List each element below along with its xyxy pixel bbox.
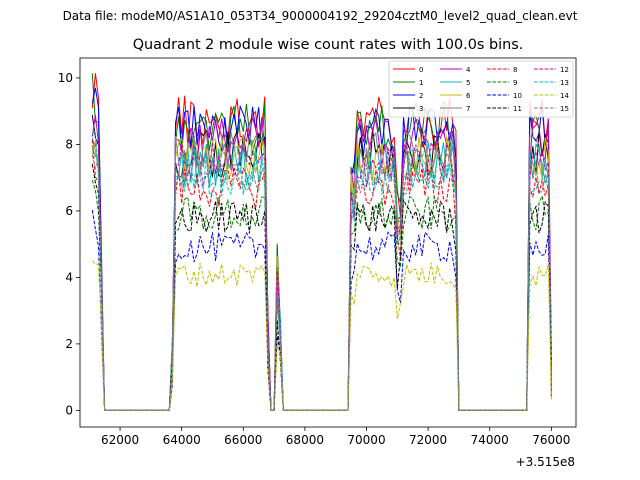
legend-label-11: 11: [513, 105, 522, 113]
y-tick-label: 4: [65, 270, 73, 284]
x-tick-label: 76000: [532, 433, 570, 447]
x-tick-label: 74000: [471, 433, 509, 447]
axes-frame: [79, 57, 577, 428]
x-tick-label: 70000: [347, 433, 385, 447]
legend-label-3: 3: [419, 105, 423, 113]
legend-label-12: 12: [560, 66, 569, 74]
x-tick-label: 72000: [409, 433, 447, 447]
series-line-15: [91, 148, 552, 411]
legend-label-9: 9: [513, 79, 517, 87]
chart-title: Quadrant 2 module wise count rates with …: [133, 37, 524, 53]
legend-label-14: 14: [560, 92, 569, 100]
x-offset-label: +3.515e8: [516, 455, 575, 469]
legend-label-10: 10: [513, 92, 522, 100]
legend-label-8: 8: [513, 66, 517, 74]
y-tick-label: 2: [65, 337, 73, 351]
legend-label-2: 2: [419, 92, 423, 100]
y-tick-label: 10: [58, 71, 73, 85]
x-tick-label: 64000: [163, 433, 201, 447]
x-tick-label: 62000: [101, 433, 139, 447]
legend-label-0: 0: [419, 66, 423, 74]
suptitle: Data file: modeM0/AS1A10_053T34_90000041…: [63, 9, 578, 23]
y-tick-label: 0: [65, 403, 73, 417]
legend-frame: [388, 60, 574, 118]
x-tick-label: 66000: [224, 433, 262, 447]
legend-label-15: 15: [560, 105, 569, 113]
legend-label-4: 4: [466, 66, 471, 74]
legend-label-5: 5: [466, 79, 470, 87]
legend-label-1: 1: [419, 79, 423, 87]
legend-label-6: 6: [466, 92, 471, 100]
legend-label-13: 13: [560, 79, 569, 87]
x-axis: 62000 64000 66000 68000 70000 72000 74000 76000: [101, 427, 570, 447]
y-tick-label: 6: [65, 204, 73, 218]
y-axis: 0 2 4 6 8 10: [58, 71, 80, 417]
plot-area: [91, 73, 552, 411]
x-tick-label: 68000: [286, 433, 324, 447]
legend-label-7: 7: [466, 105, 470, 113]
y-tick-label: 8: [65, 137, 73, 151]
